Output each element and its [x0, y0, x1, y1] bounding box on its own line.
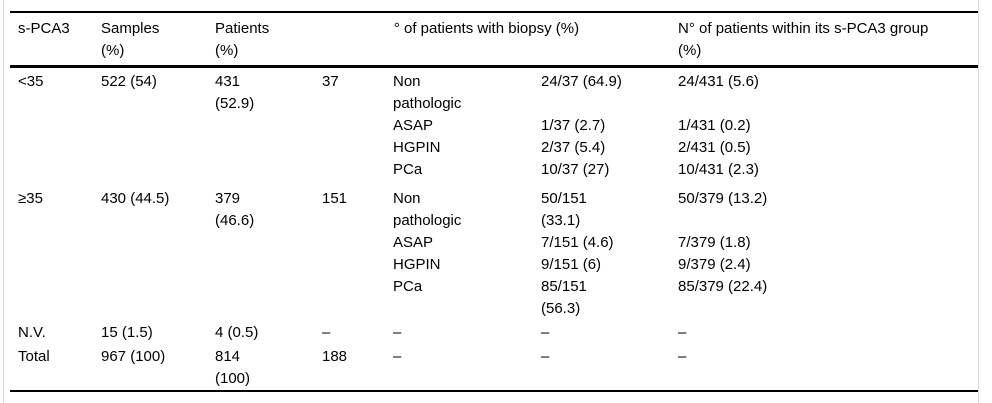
cell-patients: 4 (0.5): [215, 324, 259, 341]
header-row: s-PCA3 Samples (%) Patients (%) N° of pa…: [10, 12, 978, 68]
header-biopsy-n: [322, 12, 393, 68]
cell-group-value: 1/431 (0.2): [678, 117, 751, 134]
cell-patients: 379 (46.6): [215, 190, 255, 229]
cell-samples: 967 (100): [101, 348, 166, 365]
cell-biopsy-n: 188: [322, 348, 348, 365]
cell-category: Non pathologic: [393, 73, 462, 112]
results-table: s-PCA3 Samples (%) Patients (%) N° of pa…: [10, 11, 978, 392]
table-row: ≥35 430 (44.5) 379 (46.6) 151 Non pathol…: [10, 181, 978, 232]
cell-group-value: 24/431 (5.6): [678, 73, 759, 90]
table-row: PCa 10/37 (27) 10/431 (2.3): [10, 159, 978, 181]
cell-group-value: –: [678, 324, 687, 341]
cell-spca3: N.V.: [18, 324, 46, 341]
table-row: PCa 85/151 (56.3) 85/379 (22.4): [10, 276, 978, 320]
cell-biopsy-value: 85/151 (56.3): [541, 278, 587, 317]
cell-biopsy-value: 2/37 (5.4): [541, 139, 606, 156]
cell-category: HGPIN: [393, 139, 441, 156]
paper-table-frame: s-PCA3 Samples (%) Patients (%) N° of pa…: [3, 0, 979, 403]
table-row: <35 522 (54) 431 (52.9) 37 Non pathologi…: [10, 67, 978, 116]
cell-group-value: 7/379 (1.8): [678, 234, 751, 251]
cell-biopsy-value: 7/151 (4.6): [541, 234, 614, 251]
header-biopsy: N° of patients with biopsy (%): [393, 12, 679, 68]
cell-patients: 814 (100): [215, 348, 251, 387]
cell-biopsy-value: 24/37 (64.9): [541, 73, 622, 90]
cell-samples: 15 (1.5): [101, 324, 153, 341]
cell-group-value: 85/379 (22.4): [678, 278, 768, 295]
table-header: s-PCA3 Samples (%) Patients (%) N° of pa…: [10, 12, 978, 68]
cell-category: PCa: [393, 278, 423, 295]
cell-biopsy-n: –: [322, 324, 331, 341]
table-row: HGPIN 2/37 (5.4) 2/431 (0.5): [10, 137, 978, 159]
cell-category: –: [393, 348, 402, 365]
cell-category: HGPIN: [393, 256, 441, 273]
cell-spca3: Total: [18, 348, 50, 365]
table-row: N.V. 15 (1.5) 4 (0.5) – – – –: [10, 320, 978, 344]
cell-biopsy-n: 151: [322, 190, 348, 207]
table-row: Total 967 (100) 814 (100) 188 – – –: [10, 344, 978, 391]
cell-biopsy-value: 9/151 (6): [541, 256, 602, 273]
cell-category: PCa: [393, 161, 423, 178]
cell-biopsy-n: 37: [322, 73, 339, 90]
cell-category: Non pathologic: [393, 190, 462, 229]
cell-samples: 522 (54): [101, 73, 157, 90]
header-patients: Patients (%): [215, 12, 322, 68]
cell-biopsy-value: 10/37 (27): [541, 161, 610, 178]
table-row: ASAP 1/37 (2.7) 1/431 (0.2): [10, 115, 978, 137]
cell-biopsy-value: –: [541, 324, 550, 341]
cell-biopsy-value: –: [541, 348, 550, 365]
cell-category: ASAP: [393, 117, 434, 134]
cell-samples: 430 (44.5): [101, 190, 170, 207]
cell-group-value: 10/431 (2.3): [678, 161, 759, 178]
header-group: N° of patients within its s-PCA3 group (…: [678, 12, 978, 68]
cell-category: ASAP: [393, 234, 434, 251]
table-row: HGPIN 9/151 (6) 9/379 (2.4): [10, 254, 978, 276]
header-samples: Samples (%): [101, 12, 215, 68]
cell-category: –: [393, 324, 402, 341]
cell-biopsy-value: 50/151 (33.1): [541, 190, 587, 229]
cell-spca3: ≥35: [18, 190, 43, 207]
table-body: <35 522 (54) 431 (52.9) 37 Non pathologi…: [10, 67, 978, 392]
header-spca3: s-PCA3: [10, 12, 101, 68]
cell-group-value: 2/431 (0.5): [678, 139, 751, 156]
table-row: ASAP 7/151 (4.6) 7/379 (1.8): [10, 232, 978, 254]
cell-group-value: –: [678, 348, 687, 365]
cell-group-value: 50/379 (13.2): [678, 190, 768, 207]
cell-biopsy-value: 1/37 (2.7): [541, 117, 606, 134]
cell-group-value: 9/379 (2.4): [678, 256, 751, 273]
cell-patients: 431 (52.9): [215, 73, 255, 112]
cell-spca3: <35: [18, 73, 44, 90]
